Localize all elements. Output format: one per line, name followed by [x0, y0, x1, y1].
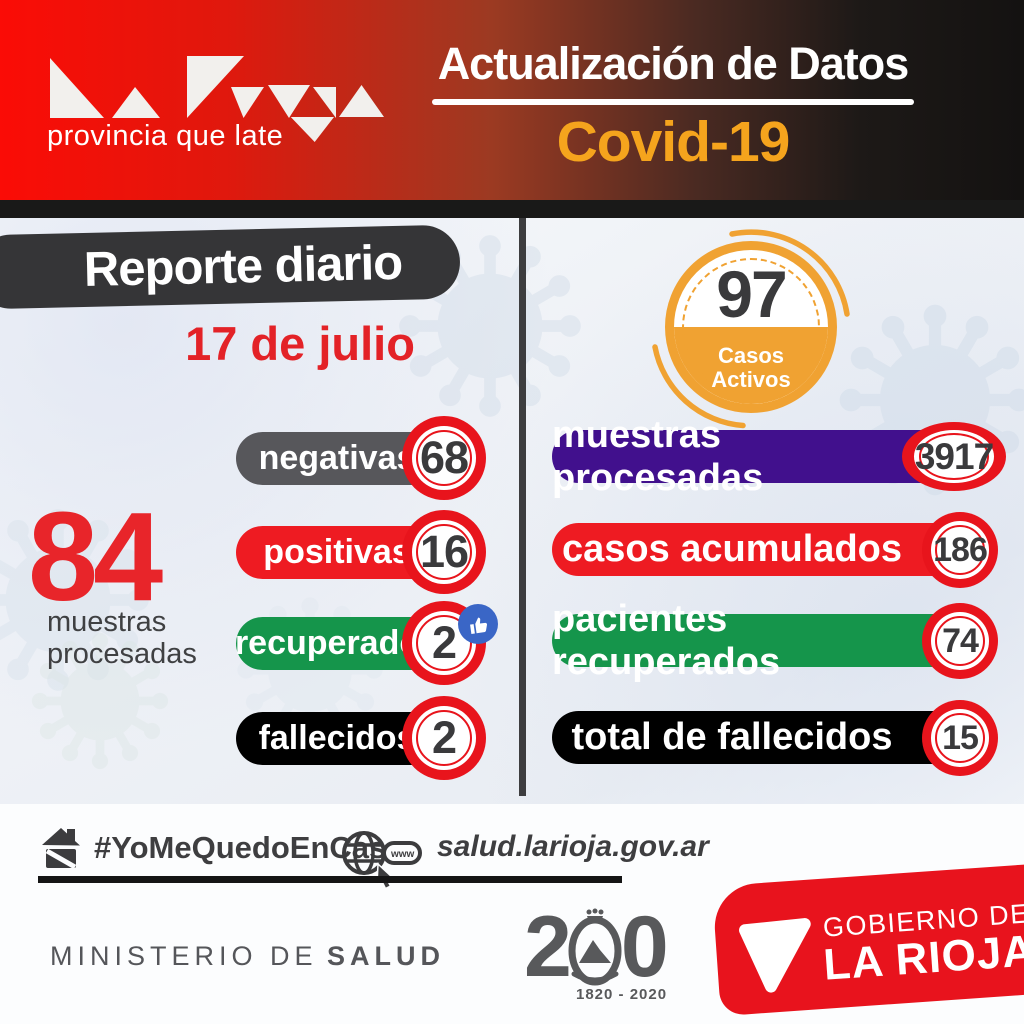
stat-pill: muestras procesadas: [552, 414, 964, 499]
stat-label: casos acumulados: [561, 528, 903, 570]
logo-triangle-icon: [268, 85, 310, 118]
stat-recuperados: recuperados 2: [235, 601, 536, 685]
logo-triangle-icon: [50, 58, 104, 118]
stat-value-badge: 3917: [902, 422, 1006, 491]
logo-tagline: provincia que late: [47, 120, 284, 152]
stat-label: fallecidos: [258, 719, 416, 757]
bicentennial-emblem-icon: [568, 908, 622, 986]
stat-pacientes-recuperados: pacientes recuperados 74: [552, 598, 1024, 683]
ministry-label: MINISTERIO DE SALUD: [50, 941, 445, 971]
stat-pill: pacientes recuperados: [552, 598, 964, 683]
government-badge: GOBIERNO DE LA RIOJA: [711, 861, 1024, 1017]
svg-text:www: www: [390, 849, 415, 860]
stat-label: positivas: [263, 533, 411, 571]
header-title-block: Actualización de Datos Covid-19: [428, 38, 918, 175]
logo-triangle-icon: [112, 87, 160, 118]
stat-value-badge: 2: [402, 696, 486, 780]
report-title: Reporte diario: [83, 235, 403, 298]
stat-value-badge: 68: [402, 416, 486, 500]
active-cases-value: 97: [716, 257, 787, 331]
logo-triangle-icon: [313, 87, 336, 118]
daily-samples-label: muestras procesadas: [47, 606, 197, 671]
stat-pill: casos acumulados: [552, 523, 964, 576]
stat-value-badge: 16: [402, 510, 486, 594]
stat-positivas: positivas 16: [236, 510, 536, 594]
stat-value-badge: 15: [922, 700, 998, 776]
stat-muestras-procesadas: muestras procesadas 3917: [552, 414, 1024, 499]
daily-samples-value: 84: [28, 486, 163, 627]
stat-casos-acumulados: casos acumulados 186: [552, 512, 1024, 588]
stat-label: negativas: [258, 439, 416, 477]
report-date: 17 de julio: [185, 317, 415, 370]
bicentennial-years: 1820 - 2020: [576, 986, 668, 1003]
stat-label: pacientes recuperados: [552, 597, 781, 683]
health-website-url: salud.larioja.gov.ar: [437, 830, 709, 863]
bicentennial-logo: 2 0 1820 - 2020: [524, 899, 669, 1003]
stat-value-badge: 186: [922, 512, 998, 588]
footer-divider-line: [38, 876, 622, 883]
stat-label: total de fallecidos: [571, 716, 893, 758]
logo-triangle-icon: [290, 117, 334, 142]
stat-fallecidos: fallecidos 2: [236, 696, 536, 780]
dial-dashed-ring: [682, 258, 820, 396]
logo-triangle-icon: [339, 85, 384, 117]
stat-pill: total de fallecidos: [552, 711, 964, 764]
report-title-badge: Reporte diario: [0, 224, 461, 310]
vertical-divider: [519, 218, 526, 796]
main-content: Reporte diario 17 de julio 84 muestras p…: [0, 218, 1024, 804]
globe-www-icon: www: [342, 831, 422, 888]
stat-label: muestras procesadas: [552, 413, 764, 499]
header-underline: [432, 99, 914, 105]
stat-negativas: negativas 68: [236, 416, 536, 500]
active-cases-dial: 97 Casos Activos: [665, 241, 837, 413]
stat-total-fallecidos: total de fallecidos 15: [552, 700, 1024, 776]
active-cases-label: Casos Activos: [711, 343, 791, 392]
header-banner: provincia que late Actualización de Dato…: [0, 0, 1024, 200]
government-triangle-icon: [739, 918, 811, 993]
la-rioja-logo: provincia que late: [0, 0, 420, 200]
home-icon: [42, 828, 80, 870]
header-title: Actualización de Datos: [437, 38, 910, 89]
header-subtitle: Covid-19: [556, 110, 791, 174]
footer: #YoMeQuedoEnCasa www salud.larioja.gov.a…: [0, 804, 1024, 1024]
active-cases-circle: 97 Casos Activos: [651, 229, 851, 429]
header-bottom-strip: [0, 200, 1024, 218]
stat-value-badge: 74: [922, 603, 998, 679]
logo-triangle-icon: [231, 87, 264, 118]
thumbs-up-icon: [458, 604, 498, 644]
